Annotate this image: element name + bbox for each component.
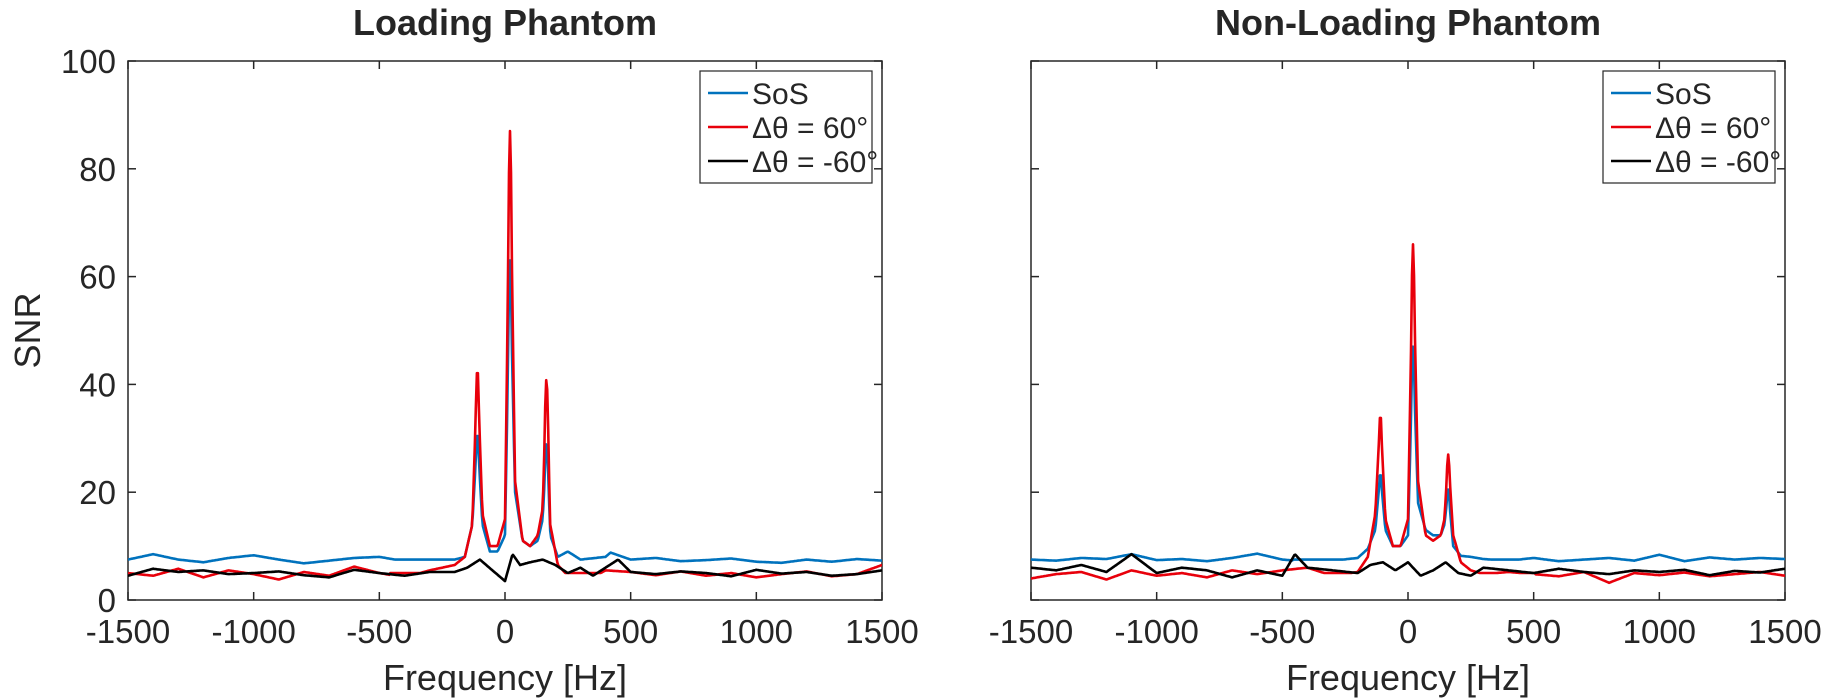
x-tick-label: -1000 — [1114, 613, 1198, 650]
chart-loading-phantom: Loading Phantom-1500 -1000 -500 0 500 1000 150… — [7, 2, 919, 698]
series-line-0 — [128, 259, 882, 565]
chart-non-loading-phantom: Non-Loading Phantom -1500 -1000 -500 0 500 100… — [989, 2, 1822, 698]
y-tick-label: 80 — [79, 151, 116, 188]
x-tick-label: -1500 — [86, 613, 170, 650]
x-tick-label: 500 — [603, 613, 658, 650]
x-tick-label: 1500 — [845, 613, 918, 650]
y-tick-label: 100 — [61, 43, 116, 80]
x-tick-label: 1500 — [1748, 613, 1821, 650]
x-tick-label: -1000 — [211, 613, 295, 650]
y-tick-label: 20 — [79, 474, 116, 511]
series-group — [1031, 243, 1785, 585]
x-tick-label: 1000 — [1623, 613, 1696, 650]
x-tick-label: -500 — [346, 613, 412, 650]
chart-title: Loading Phantom — [353, 2, 657, 43]
x-tick-label: 0 — [496, 613, 514, 650]
x-tick-label: 500 — [1506, 613, 1561, 650]
x-axis-label: Frequency [Hz] — [383, 657, 627, 698]
y-tick-label: 0 — [98, 582, 116, 619]
legend-label-0: SoS — [1655, 78, 1712, 111]
legend-label-1: Δθ = 60° — [1655, 112, 1771, 145]
x-tick-label: 1000 — [720, 613, 793, 650]
y-tick-label: 40 — [79, 366, 116, 403]
chart-title: Non-Loading Phantom — [1215, 2, 1601, 43]
legend-label-2: Δθ = -60° — [752, 146, 878, 179]
series-line-0 — [1031, 345, 1785, 563]
series-line-2 — [128, 553, 882, 583]
x-tick-label: 0 — [1399, 613, 1417, 650]
y-axis-label: SNR — [7, 292, 48, 368]
x-tick-label: -500 — [1249, 613, 1315, 650]
legend-label-1: Δθ = 60° — [752, 112, 868, 145]
legend-label-2: Δθ = -60° — [1655, 146, 1781, 179]
series-line-1 — [1031, 243, 1785, 585]
y-tick-label: 60 — [79, 259, 116, 296]
series-line-1 — [128, 129, 882, 581]
series-line-2 — [1031, 552, 1785, 579]
legend-label-0: SoS — [752, 78, 809, 111]
x-axis-label: Frequency [Hz] — [1286, 657, 1530, 698]
x-tick-label: -1500 — [989, 613, 1073, 650]
series-group — [128, 129, 882, 583]
